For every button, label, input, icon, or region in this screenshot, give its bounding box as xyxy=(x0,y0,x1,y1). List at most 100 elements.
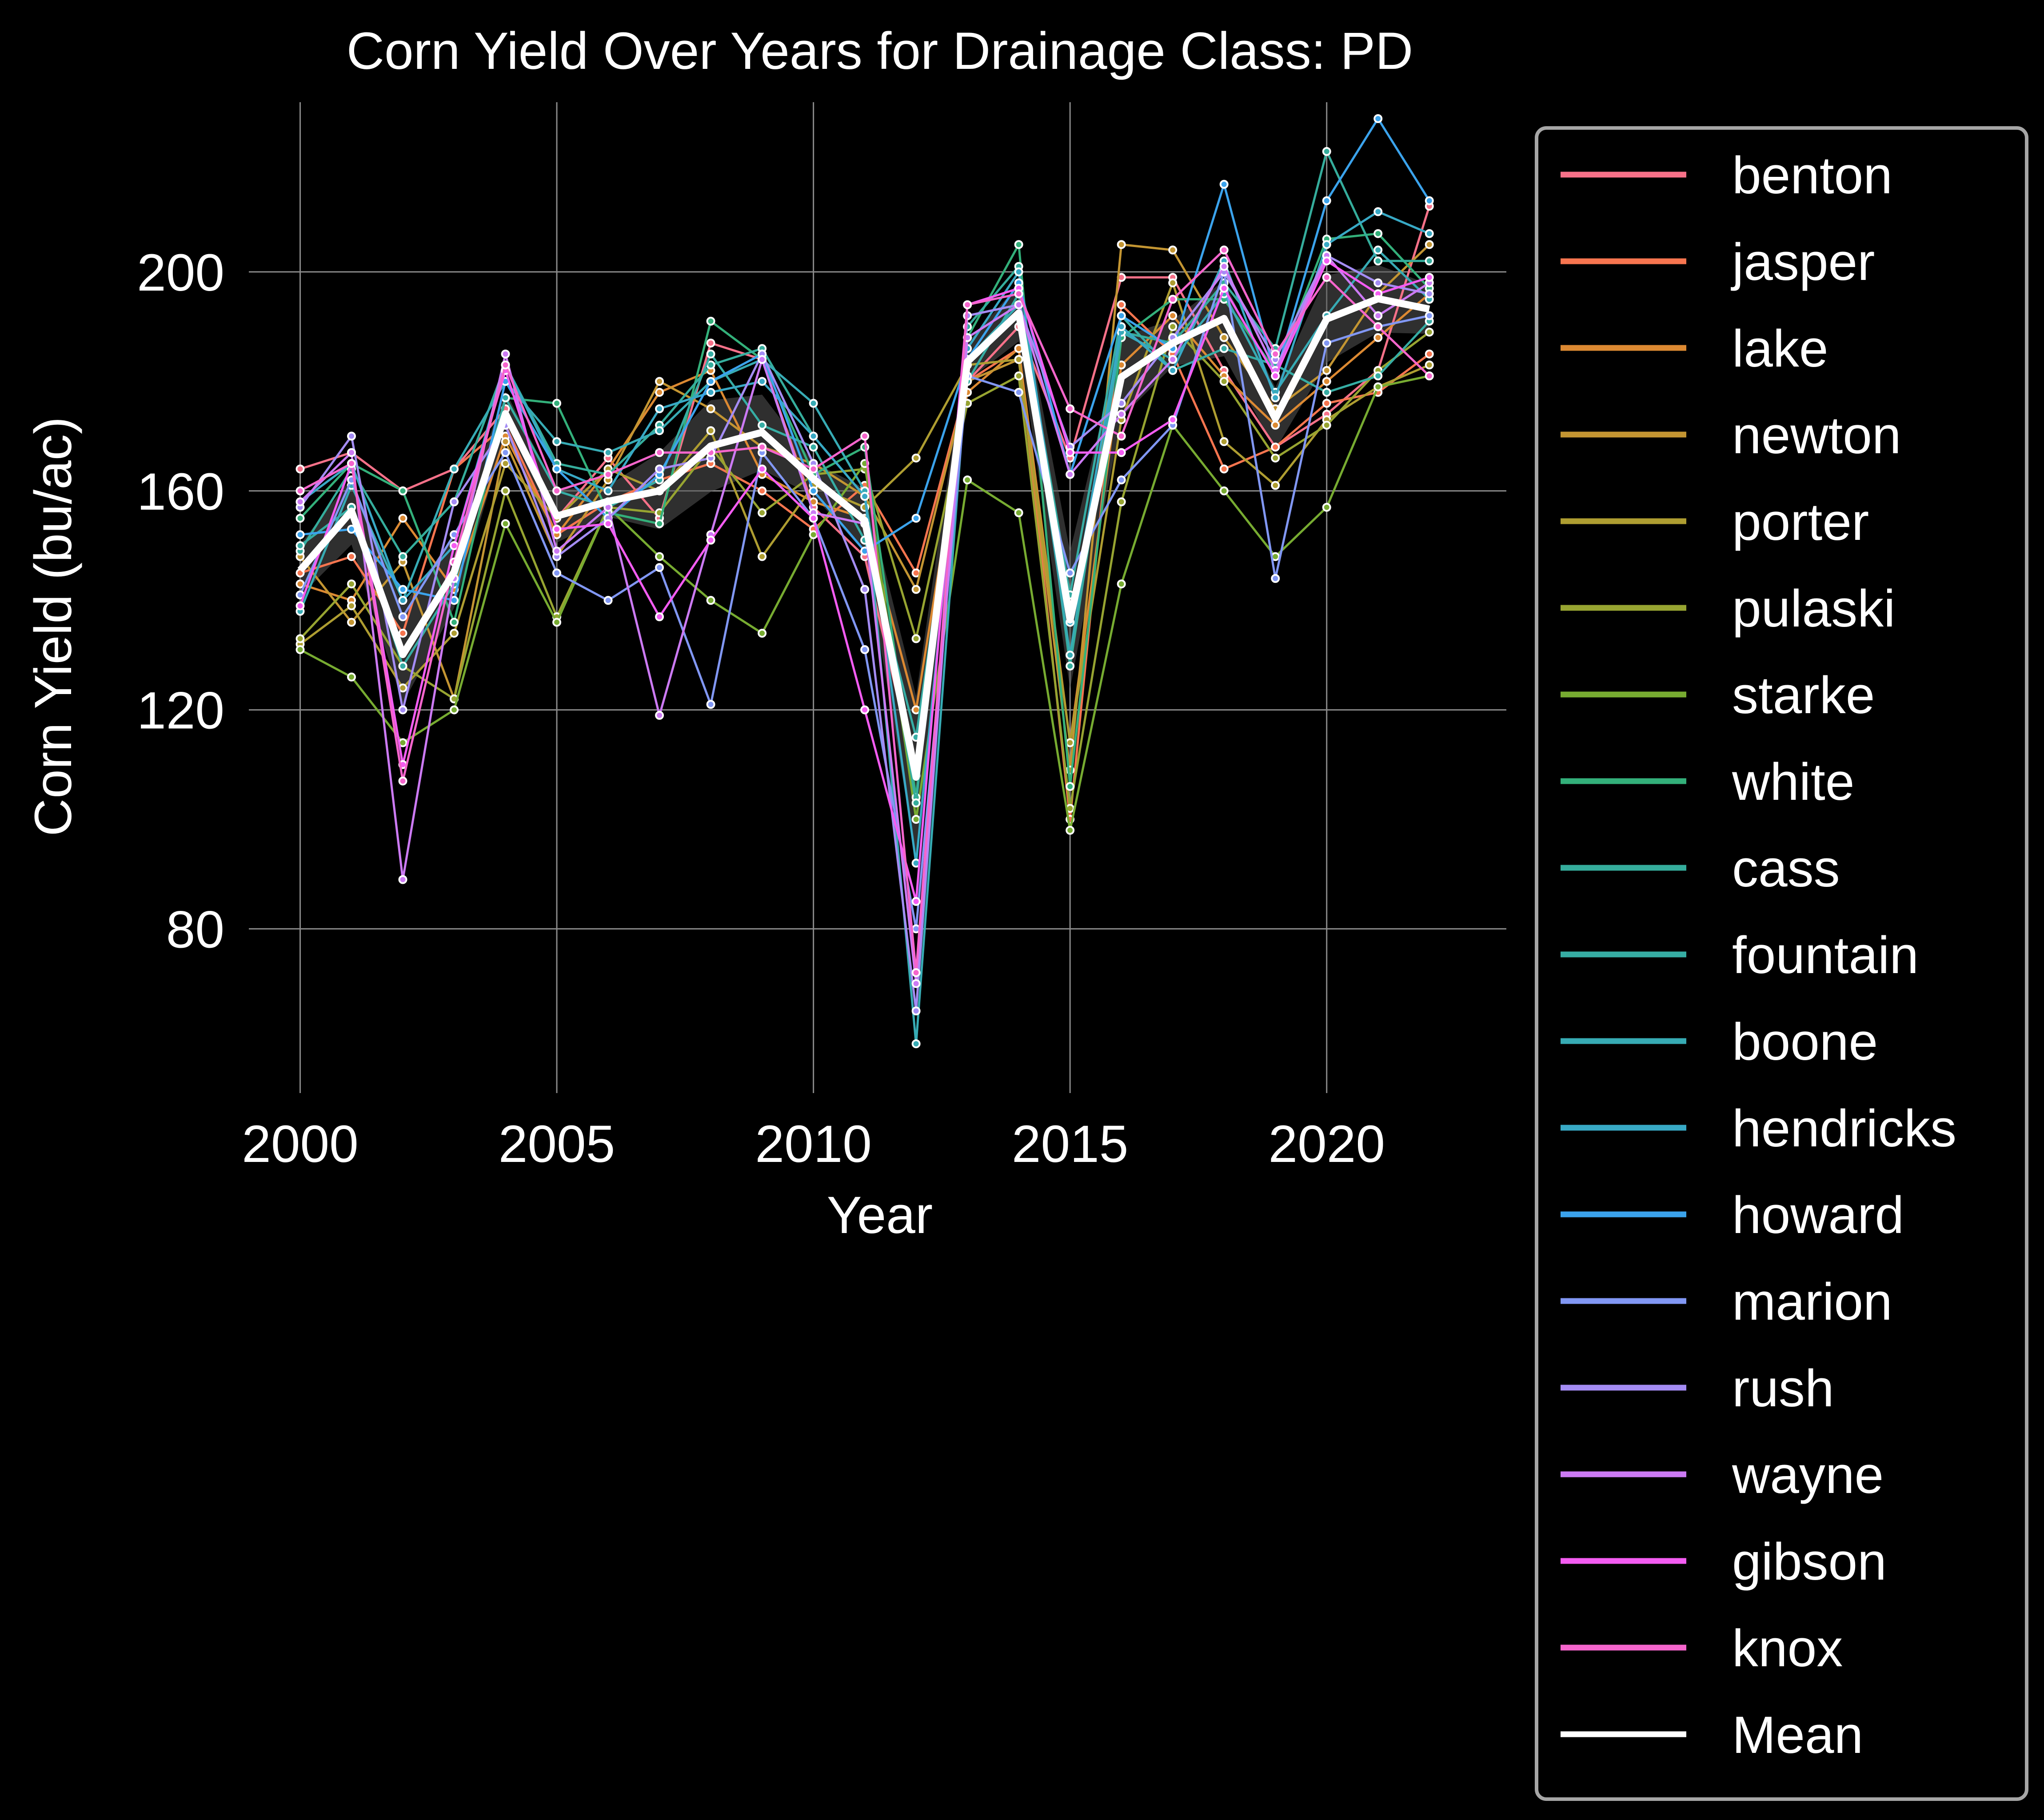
data-point-hendricks xyxy=(1271,393,1280,403)
data-point-marion xyxy=(398,612,407,622)
data-point-wayne xyxy=(758,355,767,364)
data-point-pulaski xyxy=(1219,377,1229,386)
data-point-lake xyxy=(398,514,407,523)
data-point-gibson xyxy=(911,897,921,906)
data-point-fountain xyxy=(758,420,767,430)
data-point-marion xyxy=(552,568,562,578)
data-point-porter xyxy=(1425,360,1434,370)
y-tick-label: 160 xyxy=(137,463,224,521)
data-point-hendricks xyxy=(706,387,715,397)
data-point-white xyxy=(1373,229,1383,238)
legend: benton jasper lake newton porter pulaski stark… xyxy=(1535,126,2028,1801)
data-point-hendricks xyxy=(860,492,870,501)
data-point-wayne xyxy=(911,979,921,988)
data-point-newton xyxy=(1425,240,1434,249)
mean-band-area xyxy=(300,265,1429,858)
data-point-knox xyxy=(809,464,818,474)
data-point-hendricks xyxy=(809,431,818,441)
data-point-cass xyxy=(1066,662,1075,671)
data-point-gibson xyxy=(1168,415,1178,424)
data-point-boone xyxy=(1066,651,1075,660)
legend-label: pulaski xyxy=(1732,579,1895,638)
data-point-knox xyxy=(398,776,407,786)
data-point-knox xyxy=(347,459,356,468)
data-point-wayne xyxy=(1066,470,1075,479)
data-point-white xyxy=(655,519,664,528)
data-point-marion xyxy=(1271,574,1280,583)
x-tick-label: 2005 xyxy=(499,1115,615,1173)
data-point-knox xyxy=(1322,273,1331,282)
axis-ticks: 2000 2005 2010 2015 2020 80 120 160 200 xyxy=(137,243,1385,1173)
y-axis-label: Corn Yield (bu/ac) xyxy=(24,417,83,836)
data-point-starke xyxy=(501,519,510,528)
data-point-porter xyxy=(347,601,356,611)
data-point-starke xyxy=(1066,826,1075,835)
data-point-knox xyxy=(911,968,921,977)
data-point-cass xyxy=(1425,256,1434,266)
data-point-hendricks xyxy=(1014,267,1023,276)
data-point-wayne xyxy=(1014,300,1023,309)
data-point-knox xyxy=(1373,322,1383,331)
data-point-hendricks xyxy=(655,404,664,413)
data-point-knox xyxy=(1219,245,1229,255)
x-axis-label: Year xyxy=(827,1186,933,1245)
data-point-knox xyxy=(1425,371,1434,381)
data-point-howard xyxy=(1322,196,1331,205)
data-point-wayne xyxy=(398,875,407,884)
data-point-porter xyxy=(1066,738,1075,747)
data-point-hendricks xyxy=(758,377,767,386)
data-point-newton xyxy=(655,377,664,386)
data-point-fountain xyxy=(295,541,305,550)
data-point-boone xyxy=(450,464,459,474)
data-point-lake xyxy=(1322,377,1331,386)
data-point-rush xyxy=(655,464,664,474)
data-point-lake xyxy=(1271,420,1280,430)
mean-line xyxy=(297,295,1430,781)
data-point-hendricks xyxy=(1425,229,1434,238)
data-point-starke xyxy=(706,596,715,605)
data-point-fountain xyxy=(1322,387,1331,397)
data-point-boone xyxy=(809,399,818,408)
data-point-knox xyxy=(295,486,305,495)
mean-confidence-band xyxy=(300,265,1429,858)
data-point-rush xyxy=(1425,289,1434,299)
data-point-fountain xyxy=(398,662,407,671)
data-point-wayne xyxy=(347,448,356,457)
data-point-pulaski xyxy=(1425,327,1434,337)
data-point-gibson xyxy=(1425,273,1434,282)
data-point-boone xyxy=(1373,245,1383,255)
data-point-lake xyxy=(1168,311,1178,320)
data-point-newton xyxy=(1219,333,1229,342)
data-point-wayne xyxy=(1373,311,1383,320)
data-point-fountain xyxy=(809,443,818,452)
data-point-benton xyxy=(295,464,305,474)
data-point-jasper xyxy=(398,629,407,638)
data-point-rush xyxy=(347,431,356,441)
data-point-starke xyxy=(1373,382,1383,391)
data-point-pulaski xyxy=(1322,420,1331,430)
data-point-white xyxy=(295,514,305,523)
data-point-jasper xyxy=(347,552,356,561)
y-tick-label: 200 xyxy=(137,243,224,302)
data-point-pulaski xyxy=(1014,371,1023,381)
data-point-white xyxy=(1014,240,1023,249)
legend-label: boone xyxy=(1732,1013,1878,1071)
data-point-gibson xyxy=(860,705,870,714)
data-point-wayne xyxy=(295,497,305,507)
data-point-starke xyxy=(655,552,664,561)
data-point-jasper xyxy=(1322,399,1331,408)
data-point-jasper xyxy=(1219,464,1229,474)
data-point-starke xyxy=(963,475,972,485)
data-point-howard xyxy=(911,514,921,523)
data-point-boone xyxy=(552,437,562,446)
data-point-cass xyxy=(398,552,407,561)
data-point-wayne xyxy=(655,710,664,720)
data-point-white xyxy=(398,486,407,495)
data-point-gibson xyxy=(1322,256,1331,266)
data-point-newton xyxy=(1322,366,1331,375)
legend-label: cass xyxy=(1732,839,1840,898)
data-point-porter xyxy=(911,453,921,463)
data-point-knox xyxy=(758,443,767,452)
data-point-marion xyxy=(860,645,870,655)
data-point-starke xyxy=(450,705,459,714)
